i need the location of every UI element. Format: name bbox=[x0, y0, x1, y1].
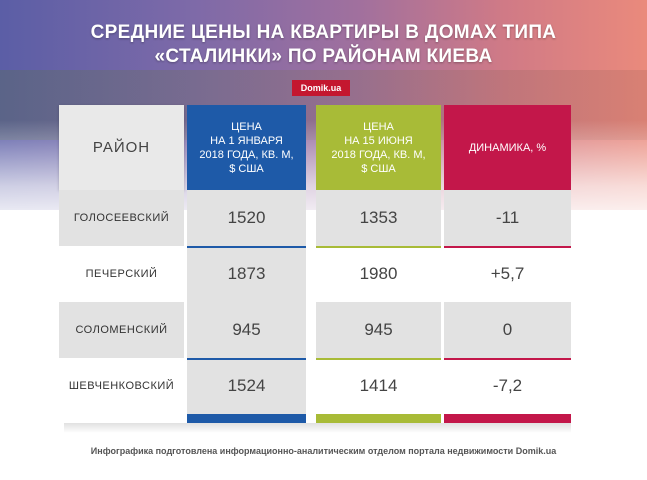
table-row-district: ПЕЧЕРСКИЙ bbox=[59, 246, 184, 302]
table-cell-price-jun: 1980 bbox=[316, 246, 441, 302]
column-header-price-jun-line: $ США bbox=[361, 162, 396, 175]
row-divider-blue bbox=[187, 358, 306, 360]
footnote: Инфографика подготовлена информационно-а… bbox=[90, 446, 557, 456]
column-bar-green bbox=[316, 414, 441, 423]
table-row-district: ГОЛОСЕЕВСКИЙ bbox=[59, 190, 184, 246]
column-header-price-jan-line: НА 1 ЯНВАРЯ bbox=[210, 134, 283, 147]
table-shadow bbox=[64, 423, 571, 433]
column-bar-blue bbox=[187, 414, 306, 423]
table-cell-price-jan: 1873 bbox=[187, 246, 306, 302]
row-divider-green bbox=[316, 358, 441, 360]
column-header-price-jun: ЦЕНА НА 15 ИЮНЯ 2018 ГОДА, КВ. М, $ США bbox=[316, 105, 441, 190]
table-cell-dynamics: -11 bbox=[444, 190, 571, 246]
row-divider-red bbox=[444, 358, 571, 360]
column-header-dynamics: ДИНАМИКА, % bbox=[444, 105, 571, 190]
column-header-price-jan: ЦЕНА НА 1 ЯНВАРЯ 2018 ГОДА, КВ. М, $ США bbox=[187, 105, 306, 190]
brand-badge: Domik.ua bbox=[292, 80, 350, 96]
row-divider-red bbox=[444, 246, 571, 248]
column-header-price-jan-line: ЦЕНА bbox=[231, 120, 262, 133]
column-header-price-jun-line: ЦЕНА bbox=[363, 120, 394, 133]
column-header-district: РАЙОН bbox=[59, 105, 184, 190]
table-cell-price-jan: 945 bbox=[187, 302, 306, 358]
column-header-price-jun-line: НА 15 ИЮНЯ bbox=[344, 134, 413, 147]
table-cell-price-jan: 1524 bbox=[187, 358, 306, 414]
table-cell-price-jun: 1414 bbox=[316, 358, 441, 414]
table-cell-price-jun: 945 bbox=[316, 302, 441, 358]
title-line-2: «СТАЛИНКИ» ПО РАЙОНАМ КИЕВА bbox=[154, 46, 493, 67]
table-cell-price-jan: 1520 bbox=[187, 190, 306, 246]
title-line-1: СРЕДНИЕ ЦЕНЫ НА КВАРТИРЫ В ДОМАХ ТИПА bbox=[90, 22, 557, 43]
table-row-district: СОЛОМЕНСКИЙ bbox=[59, 302, 184, 358]
table-cell-dynamics: 0 bbox=[444, 302, 571, 358]
column-bar-red bbox=[444, 414, 571, 423]
column-header-price-jun-line: 2018 ГОДА, КВ. М, bbox=[331, 148, 426, 161]
table-cell-price-jun: 1353 bbox=[316, 190, 441, 246]
column-header-price-jan-line: 2018 ГОДА, КВ. М, bbox=[199, 148, 294, 161]
row-divider-green bbox=[316, 246, 441, 248]
table-cell-dynamics: +5,7 bbox=[444, 246, 571, 302]
table-row-district: ШЕВЧЕНКОВСКИЙ bbox=[59, 358, 184, 414]
table-cell-dynamics: -7,2 bbox=[444, 358, 571, 414]
column-header-price-jan-line: $ США bbox=[229, 162, 264, 175]
row-divider-blue bbox=[187, 246, 306, 248]
